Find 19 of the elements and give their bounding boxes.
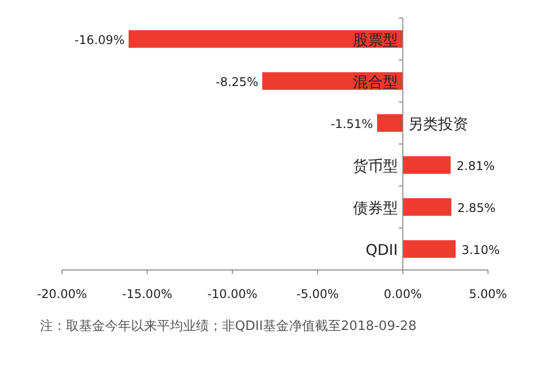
y-tick-label: 债券型 — [352, 199, 398, 217]
data-label: 2.85% — [457, 201, 496, 215]
y-tick-label: QDII — [366, 241, 398, 259]
data-label: -8.25% — [216, 75, 258, 89]
data-label: -16.09% — [74, 33, 125, 47]
data-label: 3.10% — [462, 243, 500, 257]
y-tick-label: 混合型 — [352, 73, 398, 91]
x-tick-label: -5.00% — [296, 287, 339, 301]
x-tick-label: 0.00% — [384, 287, 422, 301]
x-tick-label: -10.00% — [207, 287, 258, 301]
data-label: -1.51% — [330, 117, 374, 131]
data-label: 2.81% — [456, 159, 495, 173]
y-tick-label: 股票型 — [352, 31, 398, 49]
y-tick-label: 另类投资 — [408, 115, 468, 133]
x-tick-label: 5.00% — [468, 287, 508, 301]
x-tick-label: -15.00% — [122, 287, 172, 301]
text: 注：取基金今年以来平均业绩；非QDII基金净值截至2018-09-28 — [40, 319, 416, 334]
x-tick-label: -20.00% — [36, 287, 88, 301]
y-tick-label: 货币型 — [352, 157, 398, 175]
